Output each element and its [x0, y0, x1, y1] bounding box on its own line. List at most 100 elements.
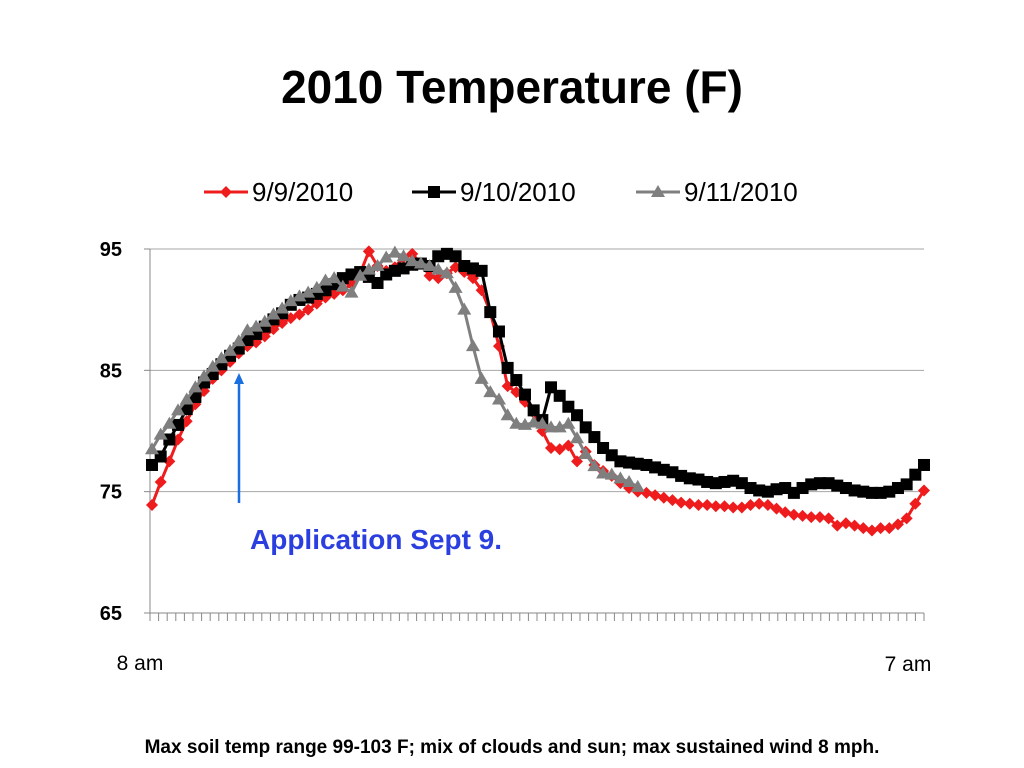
legend-entry: 9/10/2010: [412, 177, 576, 207]
data-point: [428, 186, 440, 198]
data-point: [145, 442, 159, 455]
data-point: [465, 339, 480, 352]
data-point: [387, 245, 402, 258]
data-point: [545, 441, 558, 454]
data-point: [735, 501, 748, 514]
data-point: [587, 459, 602, 472]
series-layer: [145, 245, 930, 537]
data-point: [431, 262, 446, 275]
data-point: [396, 249, 411, 262]
data-point: [613, 471, 628, 484]
data-point: [630, 479, 645, 492]
annotation: Application Sept 9.: [234, 373, 502, 555]
data-point: [275, 301, 290, 314]
data-point: [179, 392, 194, 405]
data-point: [162, 416, 177, 429]
data-point: [552, 420, 567, 433]
data-point: [900, 478, 913, 491]
data-point: [266, 307, 281, 320]
y-tick-label: 95: [100, 239, 122, 261]
data-point: [335, 279, 350, 292]
series-line: [150, 252, 926, 495]
data-point: [500, 408, 515, 421]
data-point: [249, 319, 264, 332]
data-point: [448, 280, 463, 293]
data-point: [553, 443, 566, 456]
data-point: [483, 385, 498, 398]
data-point: [526, 415, 541, 428]
line-chart: 9/9/2010 9/10/2010 9/11/2010 95 85 75 65 Appl…: [100, 177, 932, 676]
data-point: [509, 416, 524, 429]
data-point: [813, 511, 826, 524]
data-point: [805, 511, 818, 524]
x-end-label: 7 am: [885, 653, 932, 676]
data-point: [406, 247, 419, 260]
data-point: [153, 427, 168, 440]
data-point: [831, 519, 844, 532]
data-point: [883, 522, 896, 535]
data-point: [900, 512, 913, 525]
data-point: [701, 499, 714, 512]
data-point: [666, 494, 679, 507]
data-point: [718, 500, 731, 513]
data-point: [257, 314, 272, 327]
data-point: [770, 502, 783, 515]
data-point: [622, 474, 637, 487]
data-point: [909, 468, 922, 481]
data-point: [432, 272, 445, 285]
data-point: [240, 323, 255, 336]
y-tick-label: 75: [100, 482, 122, 504]
data-point: [761, 499, 774, 512]
legend-label: 9/11/2010: [684, 177, 798, 207]
data-point: [163, 433, 176, 446]
data-point: [518, 388, 531, 401]
data-point: [657, 491, 670, 504]
x-start-label: 8 am: [117, 652, 164, 675]
y-tick-label: 85: [100, 360, 122, 382]
data-point: [839, 517, 852, 530]
data-point: [571, 409, 584, 422]
legend-label: 9/9/2010: [252, 177, 353, 207]
y-axis-ticks: 95 85 75 65: [100, 239, 150, 625]
footnote: Max soil temp range 99-103 F; mix of clo…: [144, 737, 880, 758]
data-point: [753, 497, 766, 510]
data-point: [370, 258, 385, 271]
data-point: [918, 484, 930, 497]
data-point: [779, 506, 792, 519]
data-point: [874, 522, 887, 535]
data-point: [171, 403, 186, 416]
data-point: [449, 250, 462, 263]
data-point: [231, 334, 246, 347]
data-point: [457, 302, 472, 315]
data-point: [570, 431, 585, 444]
data-point: [822, 512, 835, 525]
data-point: [553, 389, 566, 402]
data-point: [353, 268, 368, 281]
data-point: [727, 501, 740, 514]
data-point: [220, 186, 232, 198]
arrow-head: [234, 373, 244, 384]
data-point: [501, 361, 514, 374]
annotation-text: Application Sept 9.: [250, 524, 502, 555]
data-point: [474, 371, 489, 384]
data-point: [491, 392, 506, 405]
data-point: [492, 325, 505, 338]
data-point: [422, 258, 437, 271]
data-point: [484, 306, 497, 319]
data-point: [180, 403, 193, 416]
data-point: [527, 404, 540, 417]
data-point: [857, 522, 870, 535]
data-point: [709, 500, 722, 513]
data-point: [302, 303, 315, 316]
data-point: [362, 245, 375, 258]
y-tick-label: 65: [100, 603, 122, 625]
series-9-9-2010: [146, 245, 930, 537]
data-point: [604, 467, 619, 480]
data-point: [293, 308, 306, 321]
legend-entry: 9/9/2010: [204, 177, 353, 207]
data-point: [535, 416, 550, 429]
data-point: [918, 458, 930, 471]
data-point: [197, 369, 212, 382]
legend: 9/9/2010 9/10/2010 9/11/2010: [204, 177, 798, 207]
data-point: [413, 256, 428, 269]
